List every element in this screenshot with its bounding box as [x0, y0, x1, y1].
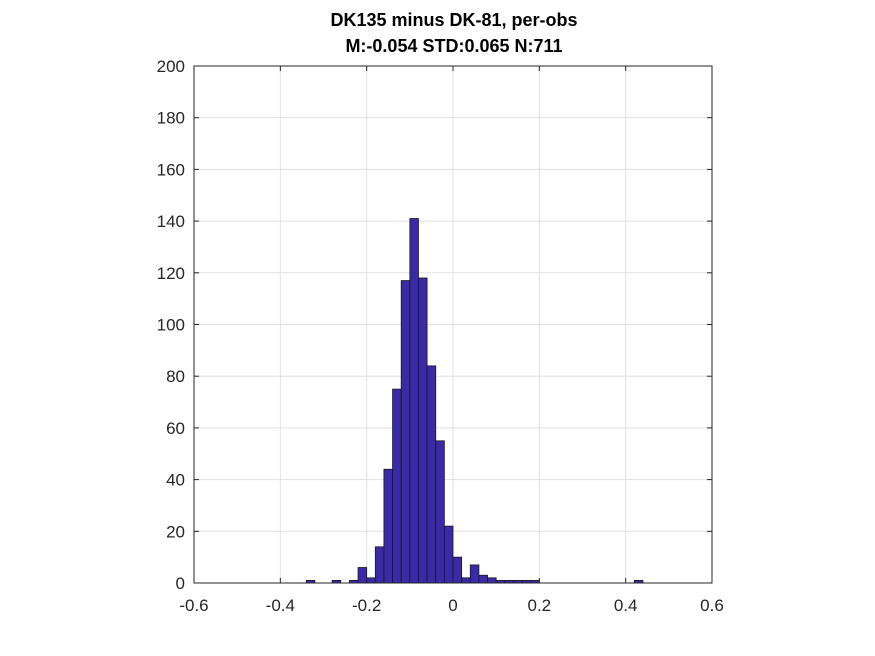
y-tick-label-10: 200 — [157, 57, 185, 76]
y-axis-tick-labels: 0 20 40 60 80 100 120 140 160 180 200 — [157, 57, 185, 593]
histogram-bar-22 — [426, 365, 437, 584]
histogram-bar-29 — [487, 577, 497, 584]
x-tick-label-6: 0.6 — [700, 596, 724, 615]
histogram-bar-14 — [357, 567, 368, 584]
x-tick-label-5: 0.4 — [614, 596, 638, 615]
y-tick-label-0: 0 — [176, 574, 185, 593]
histogram-bar-16 — [374, 546, 385, 584]
y-tick-label-4: 80 — [166, 367, 185, 386]
histogram-bar-23 — [435, 440, 445, 584]
histogram-bar-21 — [418, 277, 428, 584]
grid-lines — [193, 65, 713, 584]
y-tick-label-9: 180 — [157, 109, 185, 128]
x-axis-tick-labels: -0.6 -0.4 -0.2 0 0.2 0.4 0.6 — [179, 596, 723, 615]
histogram-bar-26 — [461, 577, 471, 584]
histogram-bar-17 — [383, 468, 393, 584]
x-tick-label-1: -0.4 — [266, 596, 295, 615]
y-tick-label-1: 20 — [166, 522, 185, 541]
y-tick-label-5: 100 — [157, 316, 185, 335]
chart-subtitle: M:-0.054 STD:0.065 N:711 — [345, 36, 562, 56]
y-tick-label-7: 140 — [157, 212, 185, 231]
y-tick-label-8: 160 — [157, 160, 185, 179]
histogram-bar-28 — [478, 574, 488, 584]
histogram-bar-19 — [400, 280, 411, 584]
histogram-bar-15 — [366, 577, 376, 584]
chart-title: DK135 minus DK-81, per-obs — [330, 10, 577, 30]
x-tick-label-3: 0 — [448, 596, 457, 615]
axis-ticks — [193, 65, 713, 584]
x-tick-label-2: -0.2 — [352, 596, 381, 615]
histogram-bar-25 — [452, 556, 463, 584]
histogram-bar-24 — [443, 525, 454, 584]
histogram-bar-18 — [392, 388, 402, 584]
x-tick-label-0: -0.6 — [179, 596, 208, 615]
y-tick-label-2: 40 — [166, 471, 185, 490]
x-tick-label-4: 0.2 — [528, 596, 552, 615]
histogram-bar-20 — [409, 218, 419, 584]
y-tick-label-3: 60 — [166, 419, 185, 438]
histogram-bar-27 — [469, 564, 480, 584]
y-tick-label-6: 120 — [157, 264, 185, 283]
